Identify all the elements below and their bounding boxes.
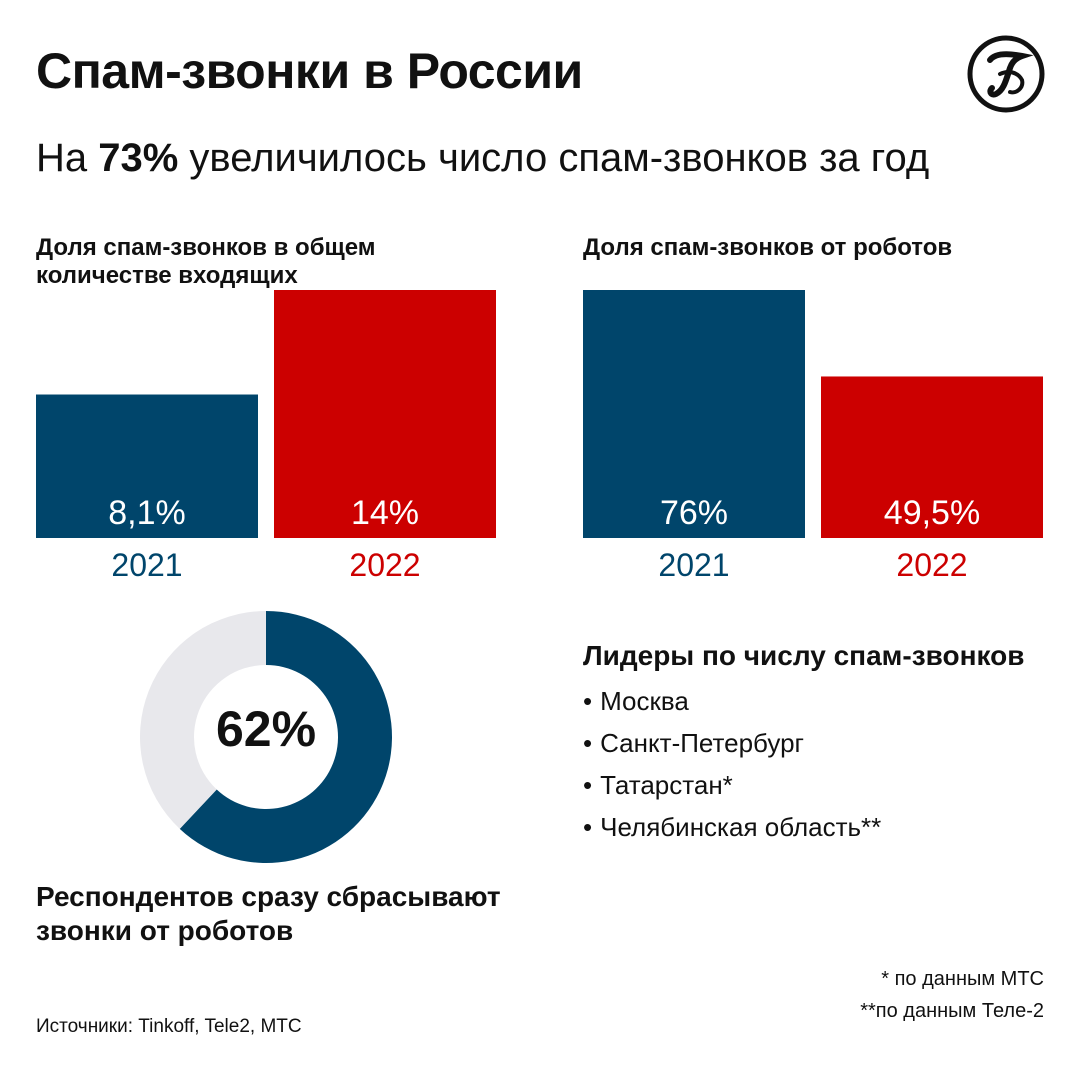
donut-chart (139, 611, 392, 863)
bullet-icon: • (583, 770, 593, 800)
bullet-icon: • (583, 812, 593, 842)
bar-2021 (583, 290, 805, 538)
category-label: 2021 (111, 547, 182, 583)
leader-label: Татарстан* (600, 770, 733, 800)
list-item: • Татарстан* (583, 764, 881, 806)
subtitle-highlight: 73% (98, 136, 179, 180)
page-title: Спам-звонки в России (36, 43, 583, 99)
page-subtitle: На 73% увеличилось число спам-звонков за… (36, 136, 929, 181)
donut-slice-value (179, 611, 392, 863)
bar-value-label: 76% (660, 494, 728, 532)
list-item: • Санкт-Петербург (583, 722, 881, 764)
bar-value-label: 14% (351, 494, 419, 532)
category-label: 2022 (896, 547, 967, 583)
footnote-mts: * по данным МТС (881, 968, 1044, 990)
category-label: 2021 (658, 547, 729, 583)
bar-2022 (821, 376, 1043, 538)
chart1-title: Доля спам-звонков в общем количестве вхо… (36, 234, 376, 289)
chart-robots-share: 76% 2021 49,5% 2022 (583, 290, 1043, 583)
bar-2021 (36, 394, 258, 538)
footnote-tele2: **по данным Теле-2 (860, 1000, 1044, 1022)
donut-value-label: 62% (215, 701, 317, 757)
subtitle-prefix: На (36, 136, 99, 180)
chart-incoming-share: 8,1% 2021 14% 2022 (36, 290, 496, 583)
bar-value-label: 49,5% (884, 494, 980, 532)
donut-slice-rest (139, 611, 266, 829)
list-item: • Челябинская область** (583, 806, 881, 848)
donut-caption: Респондентов сразу сбрасывают звонки от … (36, 881, 501, 946)
leader-label: Санкт-Петербург (600, 728, 805, 758)
bullet-icon: • (583, 686, 593, 716)
publisher-logo-icon (967, 35, 1045, 113)
list-item: • Москва (583, 680, 881, 722)
subtitle-suffix: увеличилось число спам-звонков за год (178, 136, 930, 180)
category-label: 2022 (349, 547, 420, 583)
bar-2022 (274, 290, 496, 538)
leader-label: Москва (600, 686, 689, 716)
leaders-title: Лидеры по числу спам-звонков (583, 640, 1025, 671)
leaders-list: • Москва • Санкт-Петербург • Татарстан* • Че… (583, 680, 881, 848)
leader-label: Челябинская область** (600, 812, 882, 842)
bar-value-label: 8,1% (108, 494, 186, 532)
chart2-title: Доля спам-звонков от роботов (583, 234, 953, 261)
sources-note: Источники: Tinkoff, Tele2, МТС (36, 1016, 302, 1037)
bullet-icon: • (583, 728, 593, 758)
